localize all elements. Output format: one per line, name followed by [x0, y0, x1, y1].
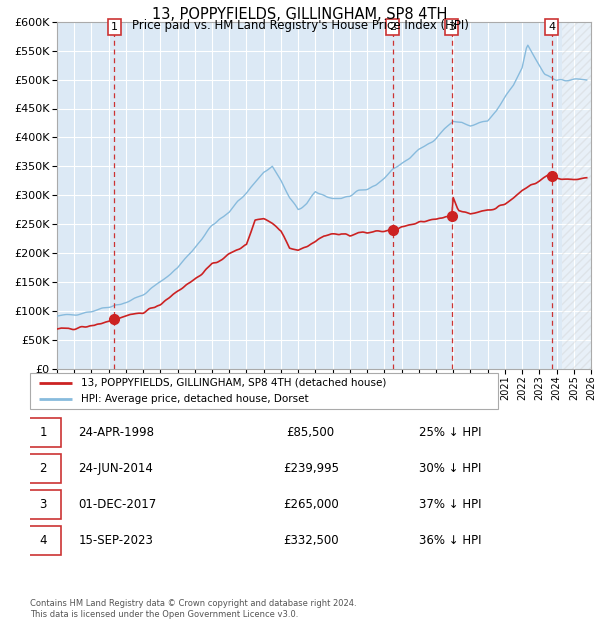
Bar: [562, 22, 591, 369]
FancyBboxPatch shape: [25, 418, 61, 447]
Text: 37% ↓ HPI: 37% ↓ HPI: [419, 498, 481, 511]
Text: 4: 4: [548, 22, 555, 32]
Text: 24-APR-1998: 24-APR-1998: [79, 426, 155, 439]
Text: £85,500: £85,500: [287, 426, 335, 439]
Text: 13, POPPYFIELDS, GILLINGHAM, SP8 4TH (detached house): 13, POPPYFIELDS, GILLINGHAM, SP8 4TH (de…: [82, 378, 387, 388]
Text: £332,500: £332,500: [283, 534, 338, 547]
FancyBboxPatch shape: [30, 373, 498, 409]
Text: 13, POPPYFIELDS, GILLINGHAM, SP8 4TH: 13, POPPYFIELDS, GILLINGHAM, SP8 4TH: [152, 7, 448, 22]
Text: 01-DEC-2017: 01-DEC-2017: [79, 498, 157, 511]
Text: Price paid vs. HM Land Registry's House Price Index (HPI): Price paid vs. HM Land Registry's House …: [131, 19, 469, 32]
Text: 24-JUN-2014: 24-JUN-2014: [79, 462, 154, 475]
Text: £265,000: £265,000: [283, 498, 338, 511]
Text: 25% ↓ HPI: 25% ↓ HPI: [419, 426, 481, 439]
Text: 3: 3: [39, 498, 47, 511]
Text: 4: 4: [39, 534, 47, 547]
Text: 30% ↓ HPI: 30% ↓ HPI: [419, 462, 481, 475]
Text: 1: 1: [39, 426, 47, 439]
Text: 2: 2: [39, 462, 47, 475]
Text: 36% ↓ HPI: 36% ↓ HPI: [419, 534, 481, 547]
Text: £239,995: £239,995: [283, 462, 339, 475]
FancyBboxPatch shape: [25, 490, 61, 519]
FancyBboxPatch shape: [25, 454, 61, 483]
Text: 15-SEP-2023: 15-SEP-2023: [79, 534, 154, 547]
FancyBboxPatch shape: [25, 526, 61, 555]
Text: 2: 2: [389, 22, 396, 32]
Text: 1: 1: [110, 22, 118, 32]
Text: Contains HM Land Registry data © Crown copyright and database right 2024.
This d: Contains HM Land Registry data © Crown c…: [30, 600, 356, 619]
Text: HPI: Average price, detached house, Dorset: HPI: Average price, detached house, Dors…: [82, 394, 309, 404]
Text: 3: 3: [448, 22, 455, 32]
